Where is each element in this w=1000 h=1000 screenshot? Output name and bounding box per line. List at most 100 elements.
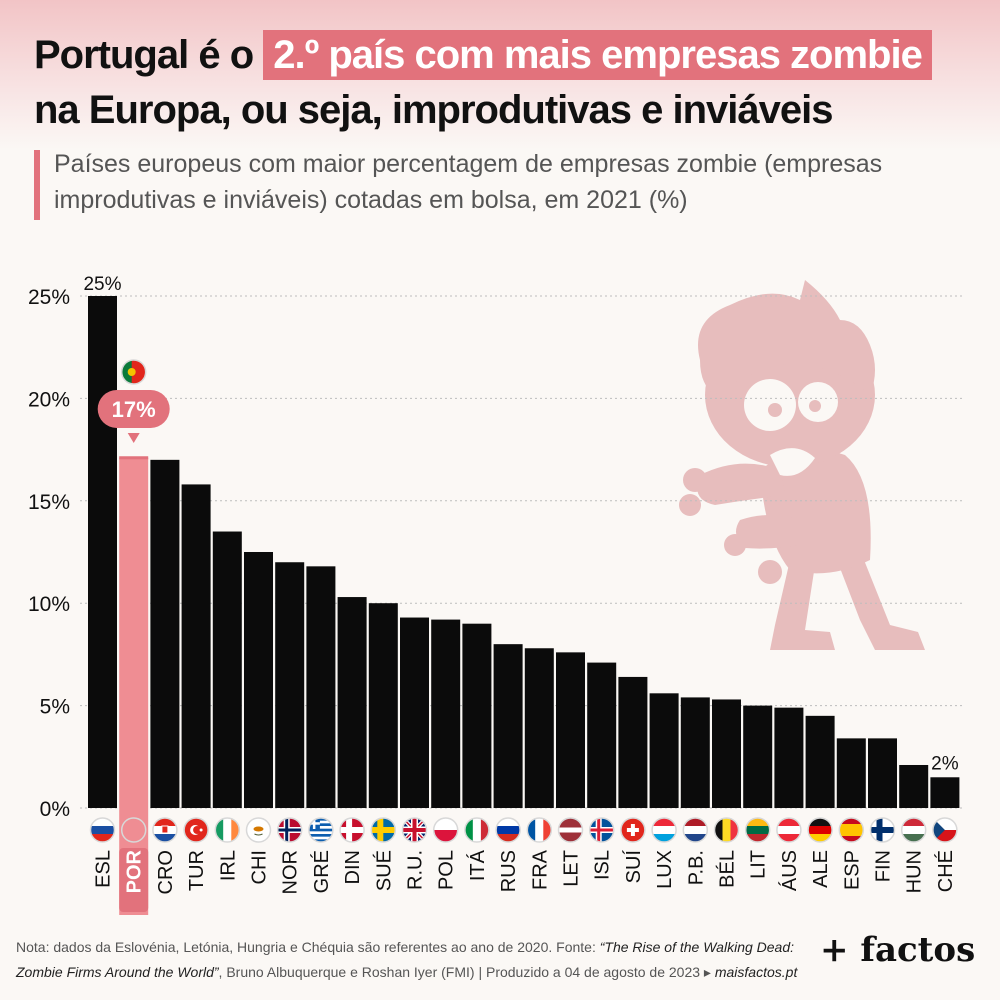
x-tick-label: ÁUS	[778, 850, 801, 891]
x-tick-label: ESP	[841, 850, 863, 890]
x-tick-label: RUS	[498, 850, 520, 892]
title-highlight: 2.º país com mais empresas zombie	[263, 30, 932, 80]
x-tick-label: CRO	[155, 850, 177, 894]
bar	[649, 693, 679, 808]
bar	[400, 617, 429, 808]
x-tick-label: POL	[436, 850, 458, 890]
y-tick-label: 10%	[28, 593, 70, 616]
y-axis: 0% 5% 10% 15% 20% 25%	[28, 286, 70, 821]
flag-icon	[744, 817, 771, 843]
x-tick-label: GRÉ	[310, 850, 333, 893]
bar	[493, 644, 523, 808]
bar	[805, 715, 835, 808]
title-prefix: Portugal é o	[34, 33, 254, 77]
data-label: 25%	[83, 274, 121, 295]
bar	[275, 562, 305, 808]
x-tick-label: ISL	[592, 850, 614, 880]
bar	[899, 764, 929, 808]
y-tick-label: 0%	[40, 798, 70, 821]
zombie-illustration	[679, 280, 925, 650]
x-axis: ESL POR CRO TUR IRL CHI NOR GRÉ DIN SUÉ R.U. POL ITÁ…	[93, 848, 957, 912]
flag-icon	[932, 817, 958, 843]
bar	[587, 662, 617, 808]
flag-icon	[152, 817, 178, 843]
x-tick-label: FRA	[529, 849, 551, 890]
flag-icon	[245, 817, 272, 843]
flag-icon	[776, 817, 802, 843]
flag-icon	[308, 817, 334, 843]
bar	[368, 603, 398, 808]
x-tick-label: SUÉ	[372, 850, 395, 891]
bar	[712, 699, 741, 808]
title-line-1: Portugal é o 2.º país com mais empresas …	[34, 30, 932, 80]
note-prefix: Nota: dados da Eslovénia, Letónia, Hungr…	[16, 939, 600, 955]
flag-icon	[339, 817, 365, 843]
x-tick-label: ITÁ	[466, 849, 489, 881]
y-tick-label: 5%	[40, 696, 70, 719]
bars	[88, 296, 960, 915]
bar	[431, 619, 461, 808]
bar	[88, 296, 117, 808]
flag-icon	[526, 817, 553, 843]
portugal-callout: 17%	[97, 359, 170, 443]
bar	[150, 459, 180, 808]
flag-icon	[713, 817, 740, 843]
flag-icon	[89, 817, 116, 843]
y-tick-label: 25%	[28, 286, 70, 309]
x-tick-label: SUÍ	[622, 850, 645, 884]
x-tick-label: ESL	[93, 850, 115, 888]
x-tick-label: POR	[124, 849, 146, 893]
x-tick-label: NOR	[280, 850, 302, 894]
note-middle: , Bruno Albuquerque e Roshan Iyer (FMI) …	[218, 964, 715, 980]
x-tick-label: LUX	[654, 850, 676, 889]
subtitle-accent-bar	[34, 150, 40, 220]
title-line-2: na Europa, ou seja, improdutivas e inviá…	[34, 88, 833, 132]
value-labels: 25% 2% 17%	[83, 274, 958, 774]
x-tick-label: LET	[561, 850, 583, 887]
highlight-value-label: 17%	[112, 397, 156, 422]
flag-icon	[588, 817, 615, 843]
flag-icon	[214, 817, 241, 843]
flag-icon	[838, 817, 865, 843]
x-tick-label: FIN	[873, 850, 895, 882]
flag-icon	[620, 817, 646, 843]
flag-icon	[557, 817, 584, 843]
bar	[306, 566, 336, 808]
flag-icon	[651, 817, 677, 843]
bar	[618, 676, 648, 808]
flag-icon	[276, 817, 303, 843]
portugal-flag-icon	[120, 359, 147, 385]
data-label: 2%	[931, 753, 959, 774]
x-tick-label: LIT	[748, 850, 770, 879]
highlight-band	[119, 457, 149, 915]
flags	[89, 817, 958, 843]
bar	[244, 552, 273, 808]
bar	[743, 705, 773, 808]
note-site[interactable]: maisfactos.pt	[714, 964, 798, 980]
subtitle: Países europeus com maior percentagem de…	[54, 150, 883, 214]
flag-icon	[432, 817, 459, 843]
bar	[774, 707, 804, 808]
x-tick-label: HUN	[904, 850, 926, 893]
x-tick-label: R.U.	[405, 850, 427, 890]
x-tick-label: ALE	[810, 850, 832, 888]
flag-icon	[183, 817, 209, 843]
flag-icon	[807, 817, 833, 843]
bar	[836, 738, 866, 808]
bar	[462, 623, 492, 808]
bar	[868, 738, 897, 808]
bar	[337, 597, 367, 808]
bar	[930, 777, 960, 808]
flag-icon	[869, 817, 896, 843]
note-source-title: “The Rise of the Walking Dead: Zombie Fi…	[16, 939, 795, 980]
flag-icon	[900, 817, 927, 843]
flag-icon	[495, 817, 521, 843]
y-tick-label: 15%	[28, 491, 70, 514]
bar	[524, 648, 554, 808]
flag-icon	[370, 817, 397, 843]
source-note: Nota: dados da Eslovénia, Letónia, Hungr…	[16, 935, 806, 985]
x-tick-label: TUR	[186, 850, 208, 891]
zombie-face	[744, 379, 838, 476]
flag-icon	[682, 817, 709, 843]
